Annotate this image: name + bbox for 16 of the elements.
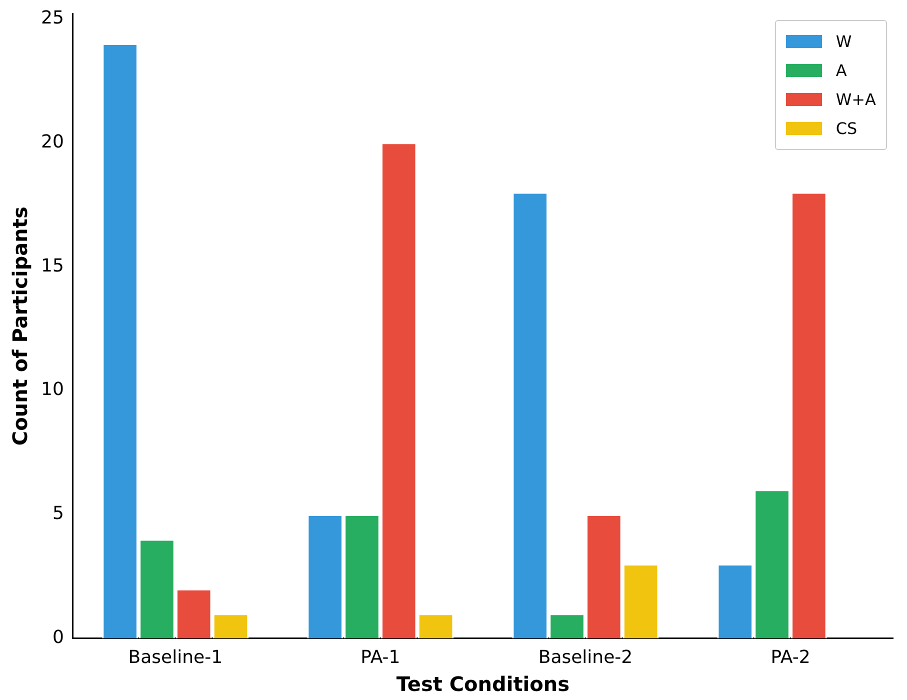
y-tick-label: 20: [41, 131, 64, 152]
y-axis-title: Count of Participants: [8, 206, 32, 446]
y-tick-label: 15: [41, 255, 64, 276]
x-axis-title: Test Conditions: [396, 672, 570, 696]
y-tick-label: 0: [52, 627, 64, 648]
x-tick-label: PA-1: [360, 646, 400, 668]
y-tick-label: 5: [52, 503, 64, 524]
legend-label: W+A: [834, 88, 876, 111]
legend-label: CS: [834, 118, 858, 140]
x-tick-label: PA-2: [770, 646, 810, 668]
x-tick-label: Baseline-2: [538, 646, 633, 668]
legend-label: A: [834, 60, 848, 82]
x-tick-label: Baseline-1: [128, 646, 223, 668]
y-tick-label: 10: [41, 379, 64, 400]
legend-label: W: [834, 30, 853, 53]
y-tick-label: 25: [41, 7, 64, 28]
